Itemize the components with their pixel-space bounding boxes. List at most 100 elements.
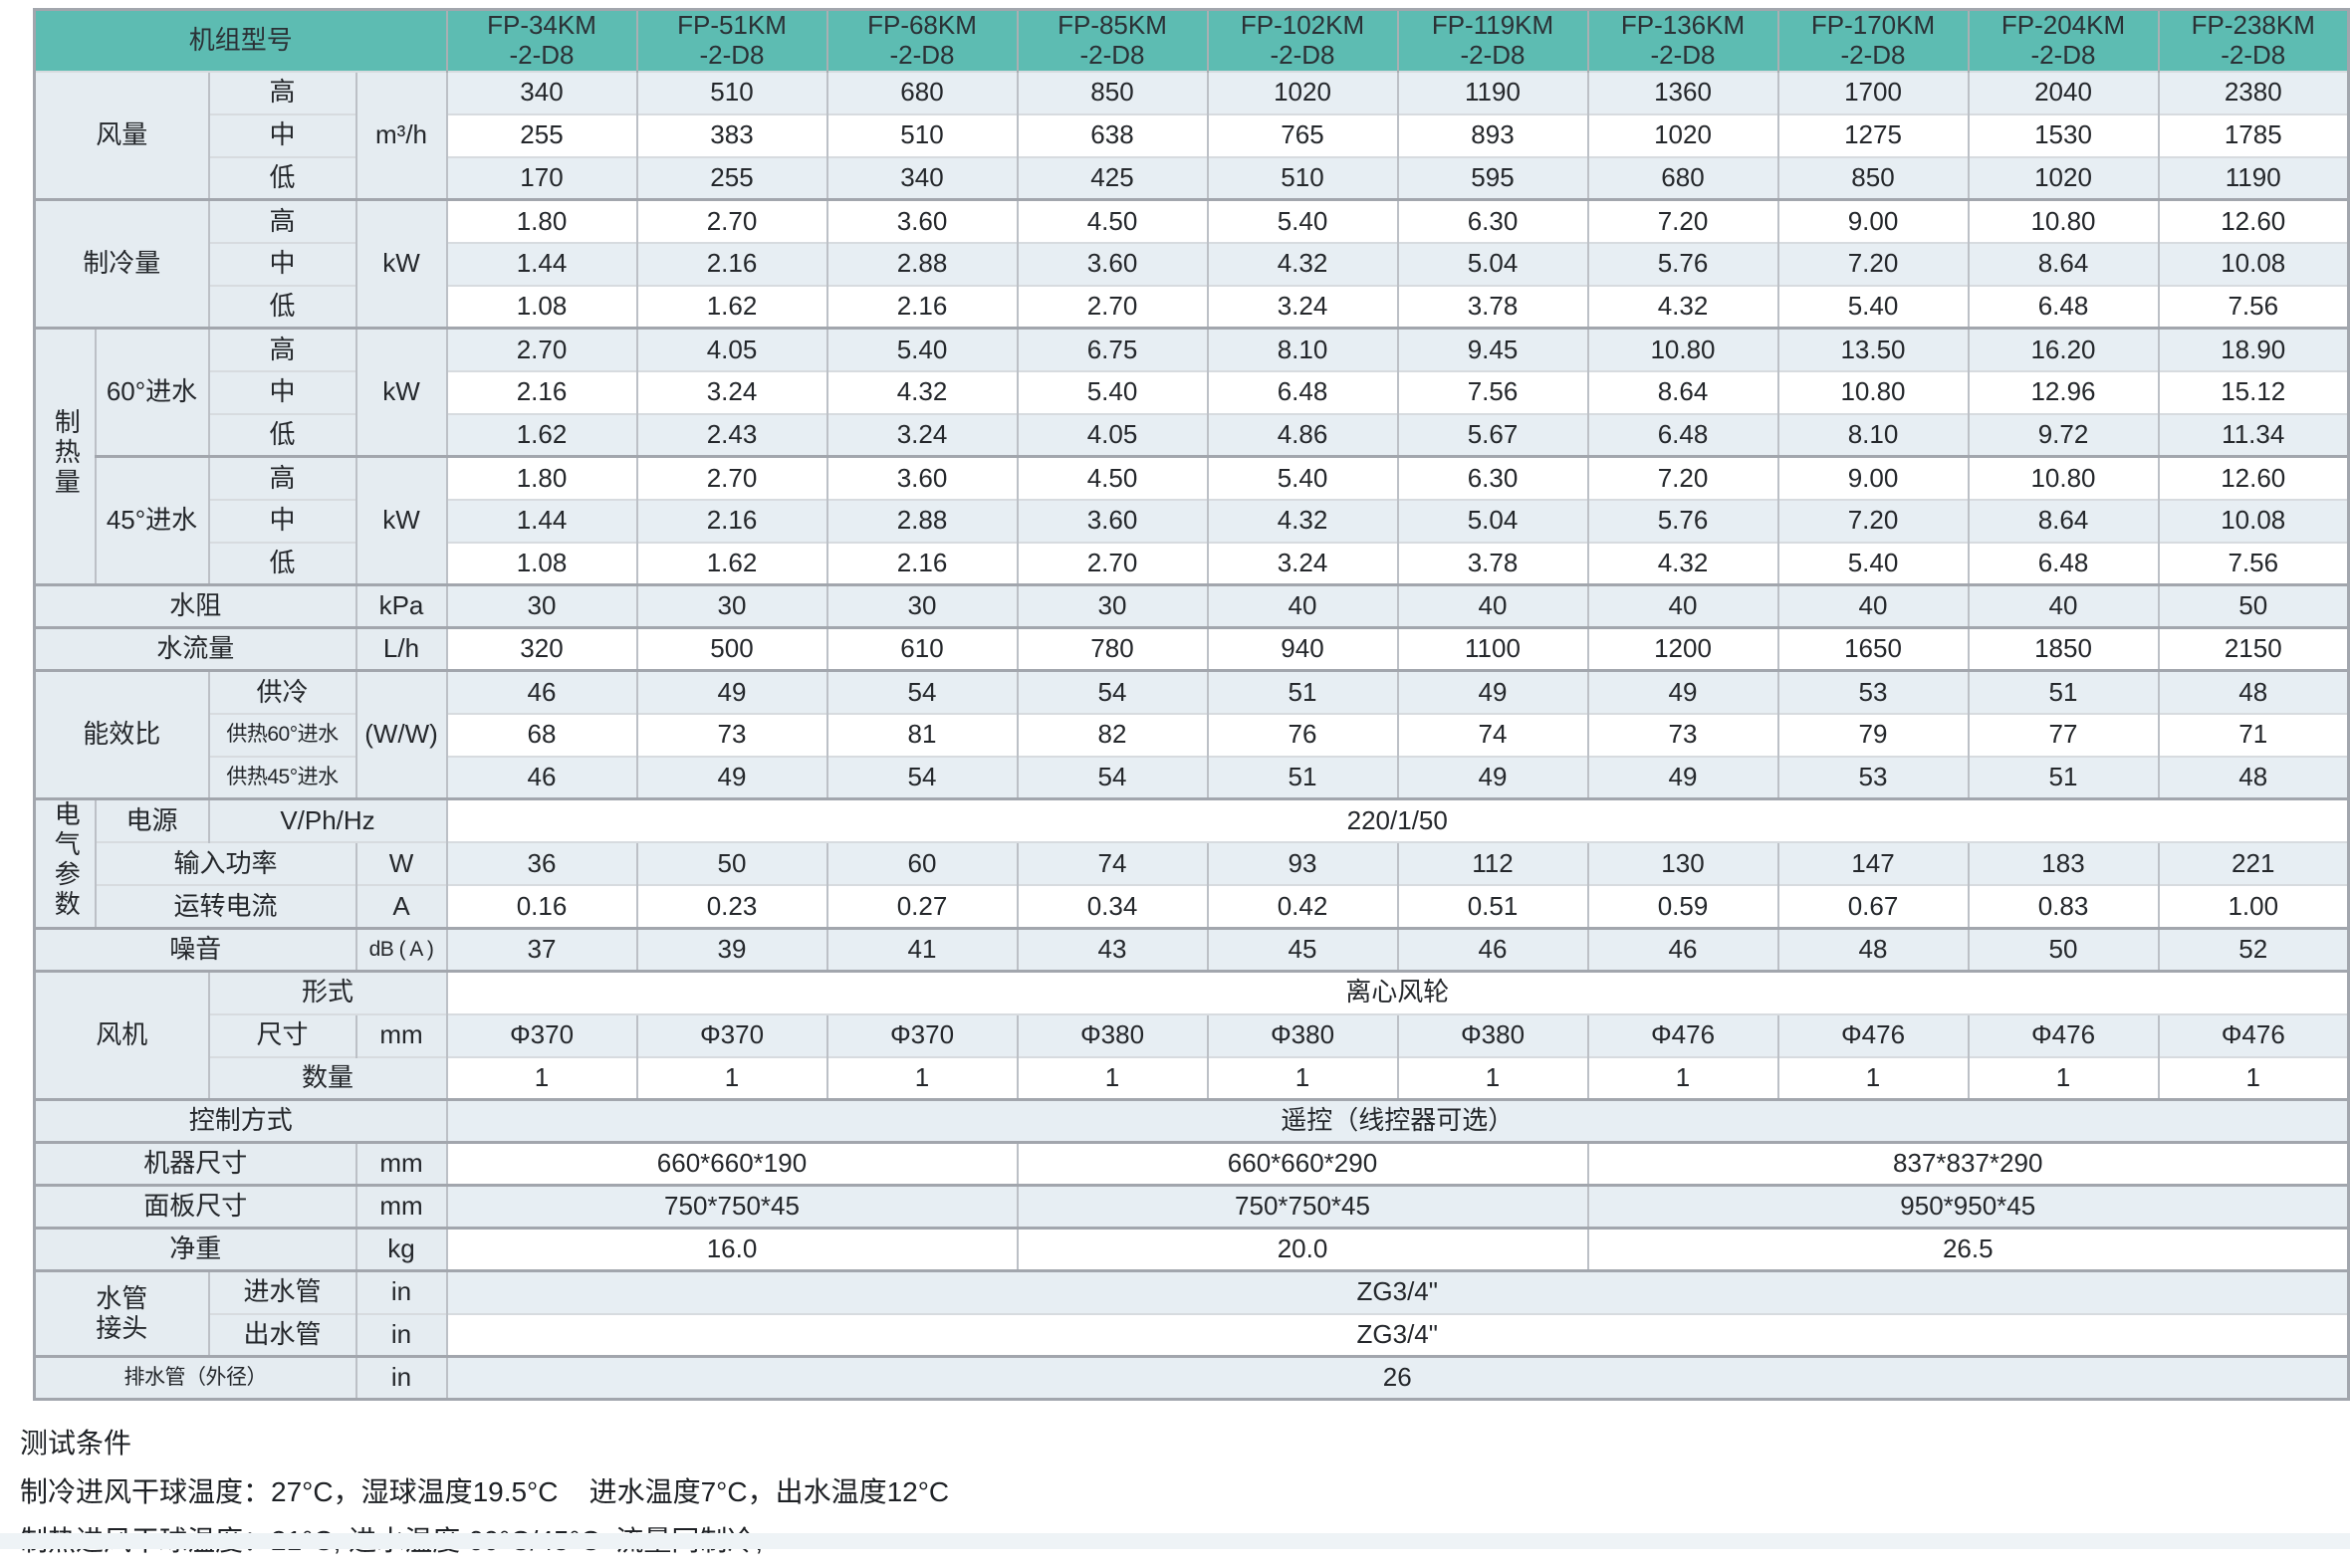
data-cell: 1 (1586, 1055, 1778, 1100)
data-cell: 4.32 (1586, 541, 1778, 585)
data-cell: 54 (1016, 755, 1208, 799)
data-cell: 8.64 (1967, 498, 2159, 543)
data-cell: 850 (1016, 70, 1208, 114)
data-cell: 40 (1586, 583, 1778, 628)
table-row: 机器尺寸 mm 660*660*190 660*660*290 837*837*290 (33, 1141, 2349, 1186)
data-cell: 4.32 (1586, 284, 1778, 329)
data-cell: 7.20 (1586, 455, 1778, 500)
header-cell: FP-34KM -2-D8 (445, 9, 637, 72)
data-cell: 8.64 (1967, 241, 2159, 286)
data-cell: 5.40 (1776, 541, 1969, 585)
data-cell: 26 (445, 1355, 2349, 1400)
data-cell: 6.48 (1967, 284, 2159, 329)
data-cell: Φ476 (1776, 1012, 1969, 1057)
data-cell: 320 (445, 626, 637, 671)
data-cell: 0.23 (635, 884, 827, 929)
data-cell: 54 (825, 755, 1018, 799)
data-cell: 340 (445, 70, 637, 114)
data-cell: 12.60 (2157, 455, 2349, 500)
data-cell: 2150 (2157, 626, 2349, 671)
data-cell: 53 (1776, 755, 1969, 799)
table-row: 中 1.44 2.16 2.88 3.60 4.32 5.04 5.76 7.20 8.64 10.… (35, 498, 2349, 543)
data-cell: 5.40 (825, 327, 1018, 371)
data-cell: 49 (1396, 755, 1588, 799)
row-label: 60°进水 (94, 327, 209, 457)
data-cell: ZG3/4" (445, 1269, 2349, 1314)
header-cell: FP-238KM -2-D8 (2157, 9, 2349, 72)
data-cell: 1.80 (445, 455, 637, 500)
data-cell: 4.05 (1016, 412, 1208, 457)
data-cell: 680 (825, 70, 1018, 114)
row-label: 水流量 (33, 626, 356, 671)
data-cell: 46 (445, 669, 637, 714)
data-cell: 60 (825, 841, 1018, 886)
data-cell: 130 (1586, 841, 1778, 886)
data-cell: 255 (635, 155, 827, 200)
data-cell: 46 (1586, 927, 1778, 972)
row-label: 尺寸 (207, 1012, 356, 1057)
row-label: 高 (207, 198, 356, 243)
data-cell: 11.34 (2157, 412, 2349, 457)
vertical-label-text: 制热量 (51, 408, 82, 499)
data-cell: 5.04 (1396, 498, 1588, 543)
data-cell: 5.04 (1396, 241, 1588, 286)
data-cell: 50 (635, 841, 827, 886)
data-cell: 170 (445, 155, 637, 200)
data-cell: 5.40 (1206, 455, 1398, 500)
data-cell: 36 (445, 841, 637, 886)
data-cell: 40 (1206, 583, 1398, 628)
row-label: 制冷量 (33, 198, 209, 329)
data-cell: 2.43 (635, 412, 827, 457)
data-cell: 0.83 (1967, 884, 2159, 929)
data-cell: 49 (1396, 669, 1588, 714)
data-cell: 2.88 (825, 241, 1018, 286)
data-cell: 837*837*290 (1586, 1141, 2349, 1186)
data-cell: Φ380 (1396, 1012, 1588, 1057)
table-row: 尺寸 mm Φ370 Φ370 Φ370 Φ380 Φ380 Φ380 Φ476 Φ476 Φ476… (35, 1012, 2349, 1057)
header-cell: 机组型号 (33, 9, 447, 72)
data-cell: 15.12 (2157, 369, 2349, 414)
table-row: 水流量 L/h 320 500 610 780 940 1100 1200 1650 1850 215… (33, 626, 2349, 671)
data-cell: 30 (445, 583, 637, 628)
data-cell: 1.62 (445, 412, 637, 457)
data-cell: 遥控（线控器可选） (445, 1098, 2349, 1143)
data-cell: Φ370 (825, 1012, 1018, 1057)
data-cell: 16.0 (445, 1227, 1018, 1271)
data-cell: 10.80 (1967, 455, 2159, 500)
vertical-label-text: 电气参数 (51, 800, 82, 921)
row-label: 高 (207, 455, 356, 500)
data-cell: 340 (825, 155, 1018, 200)
data-cell: 51 (1967, 755, 2159, 799)
data-cell: 46 (445, 755, 637, 799)
group-label: 制热量 (33, 327, 96, 585)
row-label: 排水管（外径） (33, 1355, 356, 1400)
table-row: 中 1.44 2.16 2.88 3.60 4.32 5.04 5.76 7.20 8.64 10.… (35, 241, 2349, 286)
data-cell: 510 (1206, 155, 1398, 200)
table-row: 电气参数 电源 V/Ph/Hz 220/1/50 (33, 797, 2349, 929)
data-cell: 3.78 (1396, 284, 1588, 329)
data-cell: 3.78 (1396, 541, 1588, 585)
data-cell: 37 (445, 927, 637, 972)
data-cell: 1700 (1776, 70, 1969, 114)
data-cell: 1275 (1776, 112, 1969, 157)
spec-table-container: 机组型号 FP-34KM -2-D8 FP-51KM -2-D8 FP-68KM -2-D8… (33, 8, 2350, 1402)
data-cell: 4.32 (1206, 241, 1398, 286)
table-row: 数量 1 1 1 1 1 1 1 1 1 1 (35, 1055, 2349, 1100)
data-cell: 1.08 (445, 284, 637, 329)
row-label: 高 (207, 327, 356, 371)
unit-cell: dB ( A ) (354, 927, 447, 972)
data-cell: 40 (1396, 583, 1588, 628)
data-cell: 183 (1967, 841, 2159, 886)
data-cell: Φ370 (635, 1012, 827, 1057)
data-cell: 82 (1016, 712, 1208, 757)
data-cell: 1650 (1776, 626, 1969, 671)
data-cell: 660*660*290 (1016, 1141, 1588, 1186)
data-cell: 750*750*45 (1016, 1184, 1588, 1229)
data-cell: 0.67 (1776, 884, 1969, 929)
data-cell: 1 (1967, 1055, 2159, 1100)
data-cell: 8.10 (1776, 412, 1969, 457)
table-row: 低 1.62 2.43 3.24 4.05 4.86 5.67 6.48 8.10 9.72 11.… (35, 412, 2349, 457)
data-cell: Φ370 (445, 1012, 637, 1057)
unit-cell: kW (354, 198, 447, 329)
row-label: 中 (207, 241, 356, 286)
